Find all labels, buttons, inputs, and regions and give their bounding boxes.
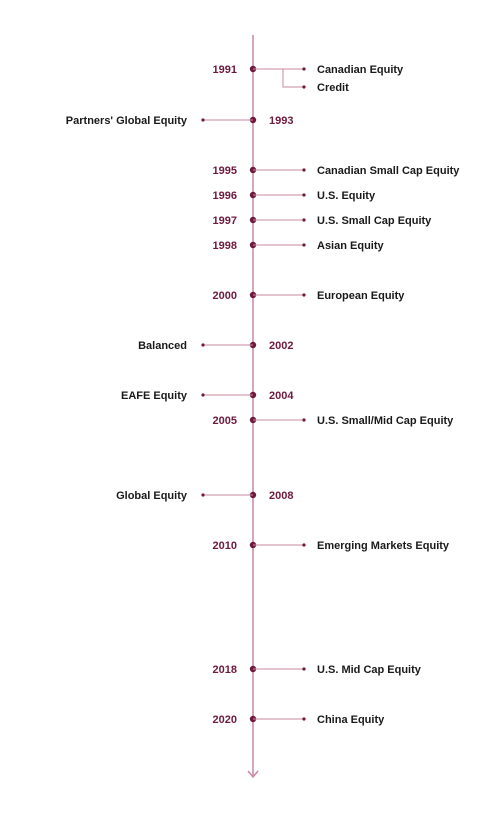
event-label: European Equity (317, 290, 405, 302)
connector-dot (302, 543, 306, 547)
connector-dot (302, 85, 306, 89)
event-label: Partners' Global Equity (66, 115, 188, 127)
event-year: 2010 (213, 540, 237, 552)
connector-dot (302, 193, 306, 197)
timeline-events: Canadian Equity Credit 1991 Partners' Globa… (66, 64, 461, 726)
event-label: U.S. Mid Cap Equity (317, 664, 422, 676)
connector-dot (302, 418, 306, 422)
event-year: 2018 (213, 664, 237, 676)
timeline-event: Emerging Markets Equity 2010 (213, 540, 450, 552)
timeline-event: U.S. Small Cap Equity 1997 (213, 215, 433, 227)
event-year: 1995 (213, 165, 237, 177)
event-year: 2004 (269, 390, 294, 402)
connector-dot (302, 293, 306, 297)
timeline-event: Canadian Equity Credit 1991 (213, 64, 405, 94)
timeline-event: Partners' Global Equity 1993 (66, 115, 294, 127)
timeline-event: Canadian Small Cap Equity 1995 (213, 165, 461, 177)
event-label: EAFE Equity (121, 390, 188, 402)
connector-dot (201, 343, 205, 347)
event-year: 1991 (213, 64, 237, 76)
timeline-event: Global Equity 2008 (116, 490, 293, 502)
timeline-event: China Equity 2020 (213, 714, 386, 726)
timeline-event: European Equity 2000 (213, 290, 406, 302)
timeline-event: U.S. Small/Mid Cap Equity 2005 (213, 415, 455, 427)
connector-dot (302, 717, 306, 721)
timeline-event: Asian Equity 1998 (213, 240, 385, 252)
event-year: 1998 (213, 240, 237, 252)
event-label: Canadian Small Cap Equity (317, 165, 460, 177)
timeline-event: U.S. Mid Cap Equity 2018 (213, 664, 422, 676)
timeline-event: EAFE Equity 2004 (121, 390, 294, 402)
connector-dot (201, 118, 205, 122)
branch-line (282, 69, 304, 88)
event-year: 1993 (269, 115, 293, 127)
timeline-arrow-icon (247, 770, 259, 779)
timeline-event: Balanced 2002 (138, 340, 293, 352)
timeline-event: U.S. Equity 1996 (213, 190, 376, 202)
event-label: Asian Equity (317, 240, 385, 252)
event-year: 2005 (213, 415, 237, 427)
event-year: 2002 (269, 340, 293, 352)
event-label: U.S. Small Cap Equity (317, 215, 432, 227)
event-year: 2008 (269, 490, 293, 502)
connector-dot (302, 67, 306, 71)
event-label: Canadian Equity (317, 64, 404, 76)
event-label: Balanced (138, 340, 187, 352)
event-label: U.S. Equity (317, 190, 376, 202)
event-label: Credit (317, 82, 349, 94)
connector-dot (302, 243, 306, 247)
event-label: U.S. Small/Mid Cap Equity (317, 415, 454, 427)
event-label: Emerging Markets Equity (317, 540, 450, 552)
connector-dot (302, 218, 306, 222)
connector-dot (201, 393, 205, 397)
event-year: 2000 (213, 290, 237, 302)
event-year: 1996 (213, 190, 237, 202)
event-year: 2020 (213, 714, 237, 726)
event-year: 1997 (213, 215, 237, 227)
connector-dot (302, 168, 306, 172)
connector-dot (201, 493, 205, 497)
connector-dot (302, 667, 306, 671)
event-label: Global Equity (116, 490, 188, 502)
event-label: China Equity (317, 714, 385, 726)
